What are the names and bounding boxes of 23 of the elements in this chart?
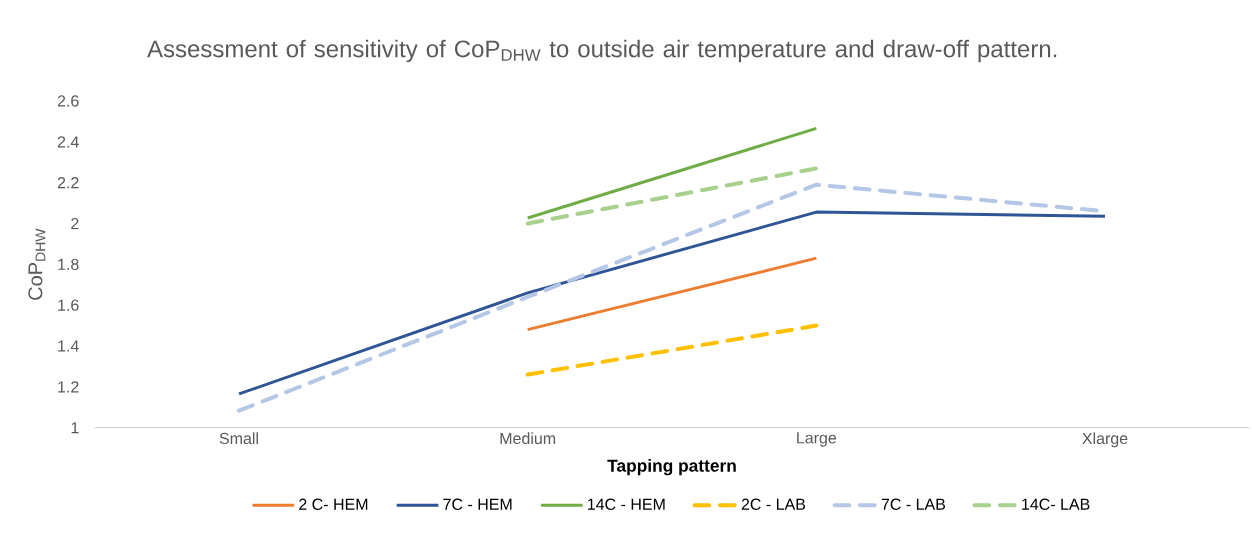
legend-label: 2 C- HEM [299, 498, 368, 510]
legend-label: 7C - LAB [881, 498, 946, 510]
y-tick-label: 1.4 [58, 340, 79, 352]
y-tick-label: 1.8 [58, 258, 79, 270]
y-tick-label: 2.6 [57, 95, 79, 107]
x-tick-label: Xlarge [1082, 432, 1128, 448]
y-tick-label: 1 [71, 422, 79, 434]
y-tick-label: 1.6 [58, 299, 79, 311]
y-axis-title: CoP$_{DHW}$ [28, 228, 46, 300]
y-tick-label: 2.2 [57, 177, 79, 189]
legend-label: 14C - HEM [588, 498, 665, 510]
line-series [237, 210, 1107, 396]
y-tick-label: 2.4 [57, 136, 79, 148]
x-tick-label: Small [219, 432, 258, 445]
y-tick-label: 1.2 [58, 381, 79, 393]
legend-label: 2C - LAB [741, 498, 806, 510]
legend-label: 7C - HEM [443, 498, 512, 510]
x-tick-label: Medium [500, 432, 556, 445]
x-tick-label: Large [797, 432, 837, 447]
x-axis-title: Tapping pattern [607, 459, 736, 476]
y-tick-label: 2 [71, 217, 79, 230]
legend-label: 14C- LAB [1022, 498, 1090, 510]
chart-title: Assessment of sensitivity of CoP$_{DHW}$ to outside air temperature and draw-off pattern. [147, 39, 1057, 63]
